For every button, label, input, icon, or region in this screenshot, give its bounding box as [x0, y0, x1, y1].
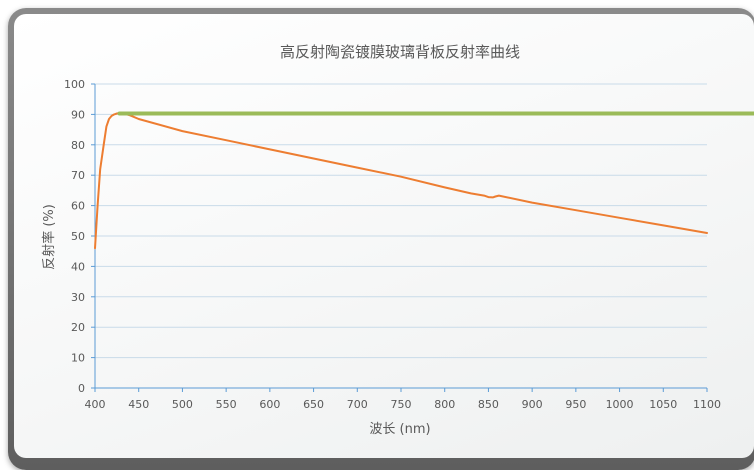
y-tick-label: 0 — [78, 382, 85, 395]
y-axis-label: 反射率 (%) — [41, 204, 57, 270]
y-tick-label: 70 — [71, 169, 85, 182]
x-tick-label: 1000 — [606, 398, 634, 411]
y-tick-label: 60 — [71, 200, 85, 213]
chart-svg: 高反射陶瓷镀膜玻璃背板反射率曲线 0 10 20 30 40 50 60 70 80 90 100 4… — [41, 43, 754, 437]
x-tick-label: 550 — [216, 398, 237, 411]
y-tick-label: 90 — [71, 108, 85, 121]
x-tick-label: 950 — [565, 398, 586, 411]
y-tick-label: 30 — [71, 291, 85, 304]
x-tick-label: 600 — [259, 398, 280, 411]
x-tick-label: 450 — [128, 398, 149, 411]
series-line-1 — [94, 111, 708, 250]
y-tick-label: 10 — [71, 352, 85, 365]
y-tick-label: 80 — [71, 139, 85, 152]
y-tick-label: 40 — [71, 260, 85, 273]
x-tick-label: 900 — [522, 398, 543, 411]
x-tick-label: 700 — [347, 398, 368, 411]
x-tick-label: 500 — [172, 398, 193, 411]
x-tick-label: 400 — [85, 398, 106, 411]
x-tick-label: 750 — [391, 398, 412, 411]
x-tick-label: 850 — [478, 398, 499, 411]
x-tick-label: 1050 — [649, 398, 677, 411]
chart-title: 高反射陶瓷镀膜玻璃背板反射率曲线 — [280, 43, 520, 61]
x-tick-label: 1100 — [693, 398, 721, 411]
x-tick-label: 650 — [303, 398, 324, 411]
y-tick-label: 100 — [64, 78, 85, 91]
x-tick-label: 800 — [434, 398, 455, 411]
x-axis-label: 波长 (nm) — [369, 422, 430, 437]
y-tick-label: 20 — [71, 321, 85, 334]
y-tick-label: 50 — [71, 230, 85, 243]
